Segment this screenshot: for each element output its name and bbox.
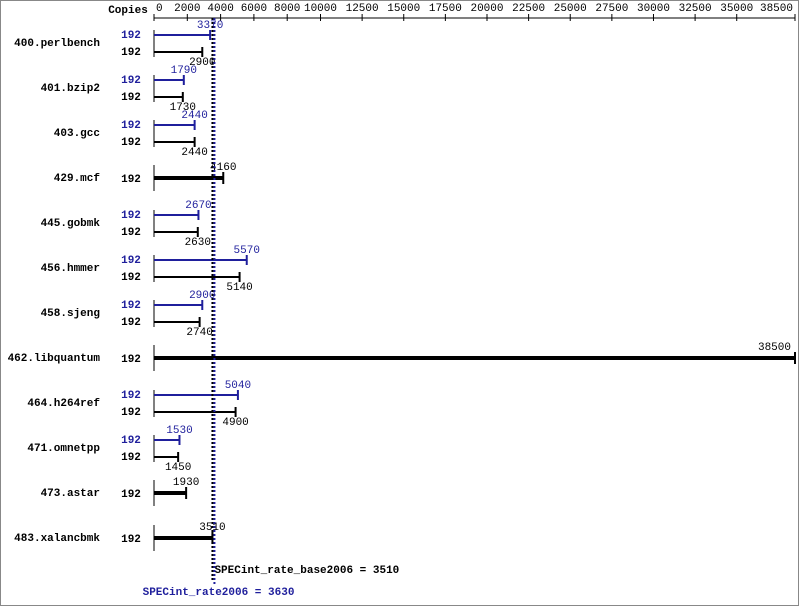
x-tick-label: 25000: [554, 3, 587, 15]
x-tick-label: 8000: [274, 3, 300, 15]
x-tick-label: 22500: [512, 3, 545, 15]
metric-label: SPECint_rate2006 = 3630: [143, 587, 295, 599]
value-label: 1450: [165, 462, 191, 474]
value-label: 1530: [166, 425, 192, 437]
copies-label: 192: [121, 407, 141, 419]
x-tick-label: 17500: [429, 3, 462, 15]
bar: [154, 439, 180, 441]
x-tick-label: 0: [156, 3, 163, 15]
bar: [154, 321, 200, 323]
copies-label: 192: [121, 174, 141, 186]
copies-label: 192: [121, 255, 141, 267]
bar: [154, 411, 236, 413]
x-tick-label: 20000: [470, 3, 503, 15]
copies-label: 192: [121, 227, 141, 239]
x-tick-label: 27500: [595, 3, 628, 15]
copies-label: 192: [121, 452, 141, 464]
value-label: 5570: [234, 245, 260, 257]
copies-label: 192: [121, 75, 141, 87]
x-tick-label: 12500: [346, 3, 379, 15]
benchmark-label: 458.sjeng: [41, 308, 100, 320]
benchmark-label: 471.omnetpp: [27, 443, 100, 455]
metric-label: SPECint_rate_base2006 = 3510: [214, 565, 399, 577]
value-label: 2440: [181, 110, 207, 122]
copies-label: 192: [121, 272, 141, 284]
copies-label: 192: [121, 92, 141, 104]
bar: [154, 356, 795, 360]
copies-label: 192: [121, 534, 141, 546]
copies-label: 192: [121, 489, 141, 501]
value-label: 2630: [185, 237, 211, 249]
x-tick-label: 38500: [760, 3, 793, 15]
copies-label: 192: [121, 137, 141, 149]
bar: [154, 491, 187, 495]
copies-label: 192: [121, 300, 141, 312]
bar: [154, 34, 211, 36]
bar: [154, 231, 198, 233]
benchmark-label: 456.hmmer: [41, 263, 100, 275]
value-label: 38500: [758, 342, 791, 354]
bar: [154, 51, 203, 53]
x-tick-label: 6000: [241, 3, 267, 15]
copies-label: 192: [121, 435, 141, 447]
value-label: 2900: [189, 57, 215, 69]
value-label: 1930: [173, 477, 199, 489]
copies-label: 192: [121, 354, 141, 366]
benchmark-label: 429.mcf: [54, 173, 101, 185]
copies-label: 192: [121, 120, 141, 132]
benchmark-label: 483.xalancbmk: [14, 533, 100, 545]
copies-label: 192: [121, 317, 141, 329]
copies-label: 192: [121, 30, 141, 42]
x-tick-label: 35000: [720, 3, 753, 15]
bar: [154, 141, 195, 143]
x-tick-label: 4000: [207, 3, 233, 15]
bar: [154, 214, 199, 216]
benchmark-label: 401.bzip2: [41, 83, 100, 95]
x-tick-label: 10000: [304, 3, 337, 15]
value-label: 1790: [171, 65, 197, 77]
benchmark-label: 403.gcc: [54, 128, 100, 140]
benchmark-label: 445.gobmk: [41, 218, 101, 230]
x-tick-label: 30000: [637, 3, 670, 15]
value-label: 2740: [186, 327, 212, 339]
bar: [154, 304, 203, 306]
value-label: 1730: [170, 102, 196, 114]
bar: [154, 394, 238, 396]
value-label: 5040: [225, 380, 251, 392]
value-label: 5140: [226, 282, 252, 294]
copies-label: 192: [121, 47, 141, 59]
bar: [154, 96, 183, 98]
benchmark-label: 462.libquantum: [8, 353, 101, 365]
bar: [154, 176, 224, 180]
bar: [154, 124, 195, 126]
benchmark-label: 464.h264ref: [27, 398, 100, 410]
bar: [154, 536, 213, 540]
x-tick-label: 15000: [387, 3, 420, 15]
value-label: 4160: [210, 162, 236, 174]
bar: [154, 259, 247, 261]
value-label: 2670: [185, 200, 211, 212]
value-label: 2900: [189, 290, 215, 302]
copies-label: 192: [121, 390, 141, 402]
bar: [154, 79, 184, 81]
benchmark-label: 400.perlbench: [14, 38, 100, 50]
benchmark-label: 473.astar: [41, 488, 100, 500]
value-label: 2440: [181, 147, 207, 159]
value-label: 3370: [197, 20, 223, 32]
bar: [154, 456, 179, 458]
copies-header: Copies: [108, 5, 148, 17]
bar: [154, 276, 240, 278]
x-tick-label: 32500: [679, 3, 712, 15]
copies-label: 192: [121, 210, 141, 222]
x-tick-label: 2000: [174, 3, 200, 15]
value-label: 4900: [222, 417, 248, 429]
